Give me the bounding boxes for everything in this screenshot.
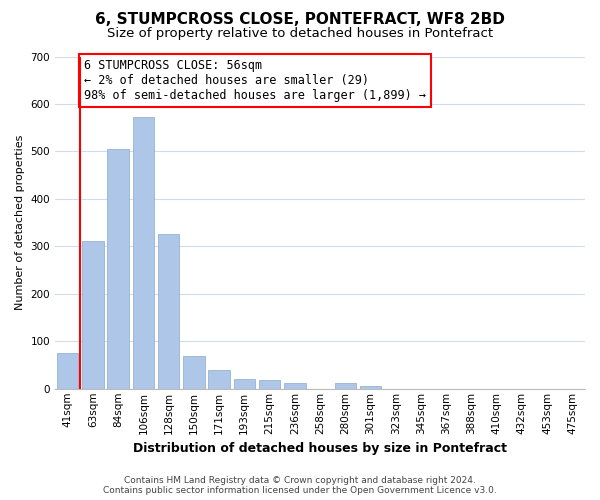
- Bar: [133, 118, 154, 389]
- Bar: [335, 383, 356, 389]
- Text: 6, STUMPCROSS CLOSE, PONTEFRACT, WF8 2BD: 6, STUMPCROSS CLOSE, PONTEFRACT, WF8 2BD: [95, 12, 505, 28]
- Bar: [208, 370, 230, 389]
- Text: Contains HM Land Registry data © Crown copyright and database right 2024.
Contai: Contains HM Land Registry data © Crown c…: [103, 476, 497, 495]
- Y-axis label: Number of detached properties: Number of detached properties: [15, 135, 25, 310]
- Bar: [233, 380, 255, 389]
- Text: 6 STUMPCROSS CLOSE: 56sqm
← 2% of detached houses are smaller (29)
98% of semi-d: 6 STUMPCROSS CLOSE: 56sqm ← 2% of detach…: [84, 59, 426, 102]
- Bar: [158, 234, 179, 389]
- Bar: [259, 380, 280, 389]
- X-axis label: Distribution of detached houses by size in Pontefract: Distribution of detached houses by size …: [133, 442, 507, 455]
- Text: Size of property relative to detached houses in Pontefract: Size of property relative to detached ho…: [107, 28, 493, 40]
- Bar: [57, 353, 79, 389]
- Bar: [360, 386, 381, 389]
- Bar: [284, 383, 305, 389]
- Bar: [107, 149, 129, 389]
- Bar: [82, 240, 104, 389]
- Bar: [183, 356, 205, 389]
